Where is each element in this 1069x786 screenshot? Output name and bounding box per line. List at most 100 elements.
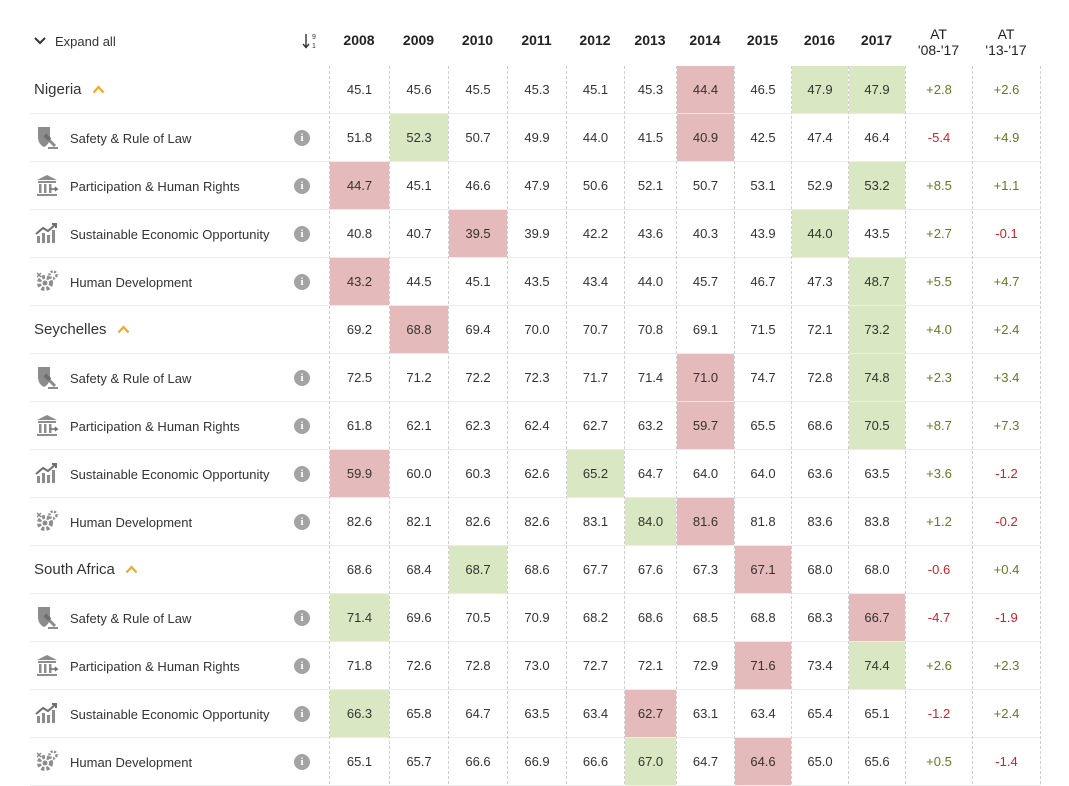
- at-header-1[interactable]: AT '08-'17: [905, 26, 972, 58]
- value-cell-2009: 52.3: [390, 114, 448, 161]
- indicator-name: Participation & Human Rights: [70, 179, 240, 194]
- value-cell-2010: 60.3: [465, 466, 491, 481]
- country-name[interactable]: South Africa: [34, 561, 138, 578]
- info-icon[interactable]: i: [294, 706, 310, 722]
- value-cell-2015: 43.9: [750, 226, 776, 241]
- year-header-2009[interactable]: 2009: [402, 32, 435, 48]
- country-label: Seychelles: [34, 321, 107, 338]
- column-divider: [624, 66, 625, 784]
- value-cell-2010: 39.5: [449, 210, 507, 257]
- value-cell-2017: 63.5: [864, 466, 890, 481]
- at-cell-1: +4.0: [926, 322, 952, 337]
- sort-button[interactable]: 9 1: [302, 32, 318, 50]
- human-development-icon: [34, 748, 60, 774]
- value-cell-2013: 72.1: [637, 658, 664, 673]
- year-header-2014[interactable]: 2014: [689, 32, 721, 48]
- expand-all-button[interactable]: Expand all: [34, 32, 116, 50]
- info-icon[interactable]: i: [294, 178, 310, 194]
- participation-human-rights-icon: [34, 652, 60, 678]
- indicator-name: Sustainable Economic Opportunity: [70, 467, 270, 482]
- value-cell-2011: 43.5: [524, 274, 550, 289]
- chevron-up-icon[interactable]: [92, 81, 105, 98]
- value-cell-2013: 45.3: [637, 82, 664, 97]
- indicator-row: Human Development i 65.1 65.7 66.6 66.9 66.6 67…: [0, 738, 1069, 786]
- value-cell-2010: 69.4: [465, 322, 491, 337]
- value-cell-2008: 66.3: [330, 690, 389, 737]
- value-cell-2008: 65.1: [346, 754, 373, 769]
- year-header-2016[interactable]: 2016: [803, 32, 836, 48]
- indicator-row: Human Development i 82.6 82.1 82.6 82.6 83.1 84…: [0, 498, 1069, 546]
- indicator-name: Participation & Human Rights: [70, 419, 240, 434]
- at-header-2[interactable]: AT '13-'17: [972, 26, 1040, 58]
- value-cell-2015: 81.8: [750, 514, 776, 529]
- year-header-2008[interactable]: 2008: [343, 32, 375, 48]
- value-cell-2011: 82.6: [524, 514, 550, 529]
- value-cell-2012: 83.1: [582, 514, 609, 529]
- at-cell-2: +1.1: [993, 178, 1020, 193]
- year-header-2012[interactable]: 2012: [579, 32, 611, 48]
- table-header: Expand all 9 1 2008 2009 2010 2011 2012 2013 2…: [0, 0, 1069, 66]
- value-cell-2012: 42.2: [582, 226, 609, 241]
- value-cell-2013: 44.0: [637, 274, 664, 289]
- value-cell-2011: 47.9: [524, 178, 550, 193]
- value-cell-2017: 43.5: [864, 226, 890, 241]
- year-header-2010[interactable]: 2010: [461, 32, 494, 48]
- value-cell-2015: 53.1: [750, 178, 776, 193]
- indicator-name: Safety & Rule of Law: [70, 611, 192, 626]
- year-header-2013[interactable]: 2013: [634, 32, 666, 48]
- value-cell-2012: 67.7: [582, 562, 609, 577]
- info-icon[interactable]: i: [294, 130, 310, 146]
- at-cell-2: +7.3: [993, 418, 1020, 433]
- safety-rule-of-law-icon: [34, 604, 60, 630]
- at-cell-1: -4.7: [927, 610, 951, 625]
- at-cell-2: +0.4: [993, 562, 1020, 577]
- chevron-up-icon[interactable]: [117, 321, 130, 338]
- info-icon[interactable]: i: [294, 274, 310, 290]
- value-cell-2014: 71.0: [677, 354, 734, 401]
- column-divider: [448, 66, 449, 784]
- at-cell-2: -0.2: [995, 514, 1018, 529]
- value-cell-2016: 47.4: [807, 130, 833, 145]
- info-icon[interactable]: i: [294, 226, 310, 242]
- human-development-icon: [34, 508, 60, 534]
- value-cell-2014: 50.7: [692, 178, 719, 193]
- info-icon[interactable]: i: [294, 418, 310, 434]
- value-cell-2013: 71.4: [637, 370, 664, 385]
- value-cell-2012: 71.7: [582, 370, 609, 385]
- at-cell-1: +2.3: [926, 370, 952, 385]
- year-header-2017[interactable]: 2017: [860, 32, 893, 48]
- row-divider: [30, 545, 1041, 546]
- sort-descending-icon: 9 1: [302, 34, 316, 50]
- value-cell-2008: 82.6: [346, 514, 373, 529]
- column-divider: [329, 66, 330, 784]
- country-name[interactable]: Nigeria: [34, 81, 105, 98]
- value-cell-2015: 67.1: [735, 546, 791, 593]
- year-header-2011[interactable]: 2011: [521, 32, 552, 48]
- value-cell-2012: 44.0: [582, 130, 609, 145]
- value-cell-2008: 71.4: [330, 594, 389, 641]
- value-cell-2011: 68.6: [524, 562, 550, 577]
- value-cell-2008: 68.6: [346, 562, 373, 577]
- indicator-row: Safety & Rule of Law i 71.4 69.6 70.5 70.9 68.…: [0, 594, 1069, 642]
- info-icon[interactable]: i: [294, 658, 310, 674]
- info-icon[interactable]: i: [294, 466, 310, 482]
- year-header-2015[interactable]: 2015: [746, 32, 779, 48]
- value-cell-2013: 63.2: [637, 418, 664, 433]
- chevron-up-icon[interactable]: [125, 561, 138, 578]
- value-cell-2011: 45.3: [524, 82, 550, 97]
- at-cell-2: -1.4: [995, 754, 1018, 769]
- value-cell-2010: 46.6: [465, 178, 491, 193]
- value-cell-2012: 45.1: [582, 82, 609, 97]
- value-cell-2012: 72.7: [582, 658, 609, 673]
- row-divider: [30, 353, 1041, 354]
- value-cell-2017: 46.4: [864, 130, 890, 145]
- value-cell-2010: 72.2: [465, 370, 491, 385]
- country-name[interactable]: Seychelles: [34, 321, 130, 338]
- value-cell-2009: 60.0: [406, 466, 432, 481]
- info-icon[interactable]: i: [294, 514, 310, 530]
- info-icon[interactable]: i: [294, 370, 310, 386]
- info-icon[interactable]: i: [294, 754, 310, 770]
- participation-human-rights-icon: [34, 412, 60, 438]
- info-icon[interactable]: i: [294, 610, 310, 626]
- value-cell-2008: 40.8: [346, 226, 373, 241]
